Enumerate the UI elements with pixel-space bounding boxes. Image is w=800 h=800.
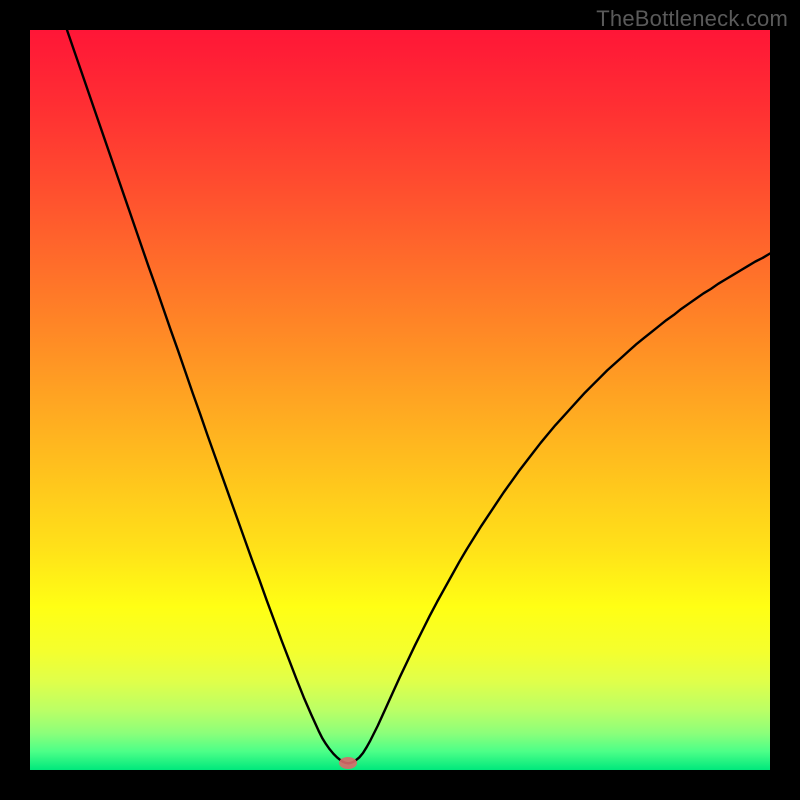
- watermark-text: TheBottleneck.com: [596, 6, 788, 32]
- optimal-point-marker: [339, 757, 357, 769]
- chart-frame: TheBottleneck.com: [0, 0, 800, 800]
- plot-area: [30, 30, 770, 770]
- bottleneck-curve: [30, 30, 770, 770]
